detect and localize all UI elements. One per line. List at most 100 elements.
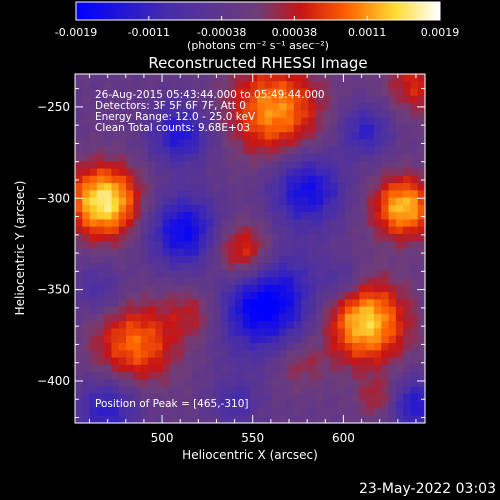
heatmap-cell [228, 95, 237, 104]
heatmap-cell [235, 401, 244, 410]
heatmap-cell [264, 183, 273, 191]
heatmap-cell [191, 350, 200, 359]
heatmap-cell [220, 146, 229, 155]
heatmap-cell [352, 204, 360, 213]
heatmap-cell [147, 263, 156, 271]
colorbar-segment [100, 2, 104, 20]
heatmap-cell [147, 233, 156, 242]
heatmap-cell [126, 350, 134, 359]
heatmap-cell [381, 103, 390, 111]
heatmap-cell [250, 132, 258, 141]
heatmap-cell [82, 175, 91, 184]
heatmap-cell [359, 81, 368, 90]
heatmap-cell [235, 124, 244, 133]
heatmap-cell [198, 183, 207, 191]
colorbar-segment [391, 2, 395, 20]
heatmap-cell [147, 219, 156, 228]
heatmap-cell [410, 241, 419, 250]
heatmap-cell [198, 168, 207, 177]
heatmap-cell [89, 183, 98, 191]
heatmap-cell [250, 277, 258, 286]
heatmap-cell [322, 255, 331, 264]
heatmap-cell [162, 306, 171, 315]
heatmap-cell [271, 153, 280, 162]
heatmap-cell [366, 379, 375, 388]
heatmap-cell [301, 197, 309, 206]
heatmap-cell [213, 190, 222, 199]
heatmap-cell [395, 153, 404, 162]
heatmap-cell [155, 161, 164, 170]
heatmap-cell [213, 110, 222, 119]
heatmap-cell [381, 386, 390, 395]
heatmap-cell [279, 350, 288, 359]
heatmap-cell [155, 212, 164, 221]
heatmap-cell [89, 415, 98, 424]
heatmap-cell [118, 197, 127, 206]
heatmap-cell [162, 183, 171, 191]
heatmap-cell [198, 350, 207, 359]
heatmap-cell [140, 248, 149, 257]
heatmap-cell [213, 88, 222, 97]
heatmap-cell [279, 219, 288, 228]
heatmap-cell [388, 357, 397, 366]
heatmap-cell [330, 248, 339, 257]
heatmap-cell [235, 219, 244, 228]
heatmap-cell [308, 386, 317, 395]
heatmap-cell [315, 219, 324, 228]
heatmap-cell [89, 364, 98, 373]
heatmap-cell [75, 197, 83, 206]
heatmap-cell [264, 335, 273, 344]
colorbar-segment [394, 2, 399, 20]
heatmap-cell [206, 146, 215, 155]
heatmap-cell [366, 313, 375, 322]
heatmap-cell [82, 110, 91, 119]
heatmap-cell [293, 175, 302, 184]
heatmap-cell [388, 81, 397, 90]
heatmap-cell [213, 277, 222, 286]
heatmap-cell [344, 146, 353, 155]
heatmap-cell [373, 379, 382, 388]
heatmap-cell [286, 139, 295, 148]
heatmap-cell [191, 124, 200, 133]
heatmap-cell [235, 110, 244, 119]
heatmap-cell [111, 168, 120, 177]
colorbar-segment [85, 2, 89, 20]
heatmap-cell [395, 103, 404, 111]
heatmap-cell [140, 161, 149, 170]
heatmap-cell [403, 386, 412, 395]
heatmap-cell [403, 139, 412, 148]
heatmap-cell [373, 153, 382, 162]
heatmap-cell [147, 117, 156, 126]
heatmap-cell [271, 321, 280, 330]
colorbar-segment [157, 2, 162, 20]
heatmap-cell [82, 284, 91, 293]
colorbar-segment [88, 2, 92, 20]
heatmap-cell [279, 161, 288, 170]
heatmap-cell [75, 350, 83, 359]
colorbar-segment [379, 2, 383, 20]
heatmap-cell [352, 241, 360, 250]
heatmap-cell [104, 364, 113, 373]
heatmap-cell [293, 226, 302, 235]
heatmap-cell [213, 183, 222, 191]
heatmap-cell [315, 197, 324, 206]
heatmap-cell [242, 364, 251, 373]
heatmap-cell [177, 343, 185, 351]
heatmap-cell [169, 81, 178, 90]
heatmap-cell [359, 270, 368, 279]
heatmap-cell [140, 321, 149, 330]
heatmap-cell [301, 226, 309, 235]
heatmap-cell [388, 255, 397, 264]
heatmap-cell [257, 74, 266, 82]
heatmap-cell [308, 401, 317, 410]
heatmap-cell [344, 255, 353, 264]
heatmap-cell [198, 146, 207, 155]
heatmap-cell [264, 270, 273, 279]
heatmap-cell [155, 233, 164, 242]
heatmap-cell [89, 306, 98, 315]
heatmap-cell [417, 277, 426, 286]
heatmap-cell [359, 212, 368, 221]
heatmap-cell [330, 321, 339, 330]
heatmap-cell [373, 408, 382, 417]
heatmap-cell [133, 277, 142, 286]
